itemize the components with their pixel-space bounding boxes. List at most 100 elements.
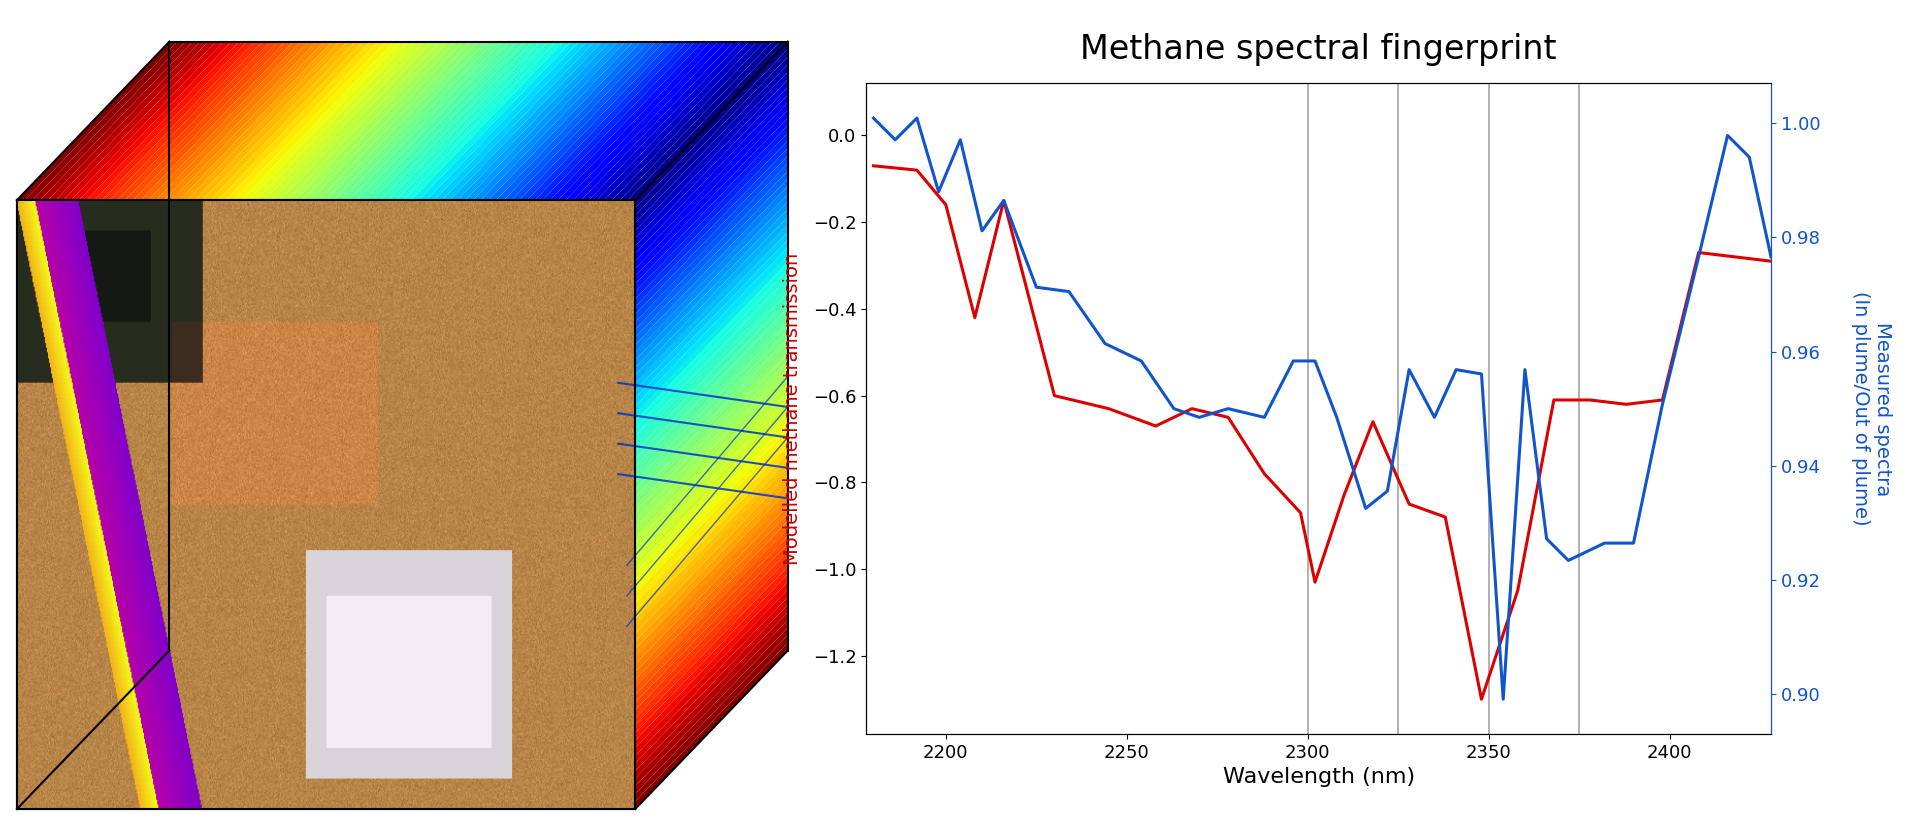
Polygon shape <box>612 42 772 200</box>
Polygon shape <box>171 42 331 200</box>
Polygon shape <box>635 339 787 505</box>
Polygon shape <box>635 445 787 611</box>
Polygon shape <box>620 42 780 200</box>
Polygon shape <box>364 42 526 200</box>
Polygon shape <box>635 392 787 558</box>
Polygon shape <box>79 42 239 200</box>
Polygon shape <box>520 42 680 200</box>
Polygon shape <box>64 42 223 200</box>
Polygon shape <box>635 597 787 763</box>
Polygon shape <box>635 95 787 261</box>
Polygon shape <box>404 42 564 200</box>
Polygon shape <box>635 560 787 726</box>
Polygon shape <box>56 42 216 200</box>
Polygon shape <box>133 42 293 200</box>
Polygon shape <box>635 407 787 573</box>
Polygon shape <box>635 110 787 276</box>
Polygon shape <box>318 42 479 200</box>
Text: Methane spectral fingerprint: Methane spectral fingerprint <box>1080 33 1557 67</box>
Polygon shape <box>635 620 787 786</box>
Polygon shape <box>635 239 787 405</box>
Polygon shape <box>635 42 787 208</box>
Polygon shape <box>202 42 362 200</box>
Polygon shape <box>40 42 200 200</box>
Polygon shape <box>504 42 664 200</box>
Polygon shape <box>271 42 433 200</box>
Polygon shape <box>450 42 610 200</box>
Polygon shape <box>117 42 277 200</box>
Polygon shape <box>635 643 787 809</box>
Polygon shape <box>635 460 787 626</box>
Polygon shape <box>635 80 787 246</box>
Polygon shape <box>635 331 787 497</box>
Polygon shape <box>287 42 449 200</box>
Polygon shape <box>348 42 510 200</box>
Polygon shape <box>635 414 787 580</box>
Polygon shape <box>635 605 787 771</box>
Polygon shape <box>435 42 595 200</box>
Polygon shape <box>527 42 687 200</box>
Polygon shape <box>279 42 441 200</box>
Polygon shape <box>412 42 572 200</box>
Polygon shape <box>635 422 787 588</box>
Polygon shape <box>635 141 787 307</box>
Polygon shape <box>635 567 787 733</box>
Polygon shape <box>551 42 710 200</box>
Polygon shape <box>635 612 787 779</box>
Polygon shape <box>635 293 787 459</box>
Polygon shape <box>125 42 285 200</box>
Polygon shape <box>635 521 787 687</box>
Polygon shape <box>635 575 787 741</box>
Polygon shape <box>397 42 556 200</box>
Polygon shape <box>295 42 456 200</box>
Polygon shape <box>635 316 787 482</box>
Polygon shape <box>148 42 308 200</box>
Polygon shape <box>635 346 787 512</box>
Polygon shape <box>635 217 787 383</box>
Polygon shape <box>635 209 787 375</box>
Polygon shape <box>581 42 741 200</box>
Polygon shape <box>635 300 787 466</box>
Polygon shape <box>71 42 231 200</box>
Polygon shape <box>481 42 641 200</box>
Polygon shape <box>489 42 649 200</box>
Polygon shape <box>635 202 787 368</box>
Polygon shape <box>512 42 672 200</box>
Polygon shape <box>635 468 787 634</box>
Polygon shape <box>248 42 408 200</box>
Polygon shape <box>264 42 424 200</box>
Polygon shape <box>635 224 787 390</box>
Polygon shape <box>25 42 185 200</box>
Polygon shape <box>102 42 262 200</box>
Polygon shape <box>635 125 787 292</box>
Polygon shape <box>635 514 787 680</box>
Polygon shape <box>341 42 502 200</box>
Polygon shape <box>194 42 354 200</box>
Polygon shape <box>427 42 587 200</box>
Polygon shape <box>179 42 339 200</box>
Polygon shape <box>389 42 549 200</box>
Polygon shape <box>635 163 787 329</box>
Polygon shape <box>210 42 370 200</box>
Polygon shape <box>225 42 385 200</box>
Polygon shape <box>17 42 177 200</box>
Polygon shape <box>497 42 656 200</box>
Polygon shape <box>635 399 787 565</box>
Polygon shape <box>635 536 787 702</box>
Polygon shape <box>635 453 787 619</box>
Polygon shape <box>635 430 787 596</box>
Polygon shape <box>635 361 787 527</box>
Polygon shape <box>635 148 787 314</box>
Polygon shape <box>635 255 787 421</box>
Polygon shape <box>635 506 787 672</box>
Polygon shape <box>635 278 787 444</box>
Polygon shape <box>604 42 764 200</box>
Polygon shape <box>164 42 323 200</box>
Polygon shape <box>48 42 208 200</box>
Polygon shape <box>635 186 787 353</box>
Polygon shape <box>187 42 346 200</box>
Polygon shape <box>635 49 787 215</box>
Polygon shape <box>635 354 787 520</box>
Polygon shape <box>628 42 787 200</box>
Polygon shape <box>141 42 300 200</box>
